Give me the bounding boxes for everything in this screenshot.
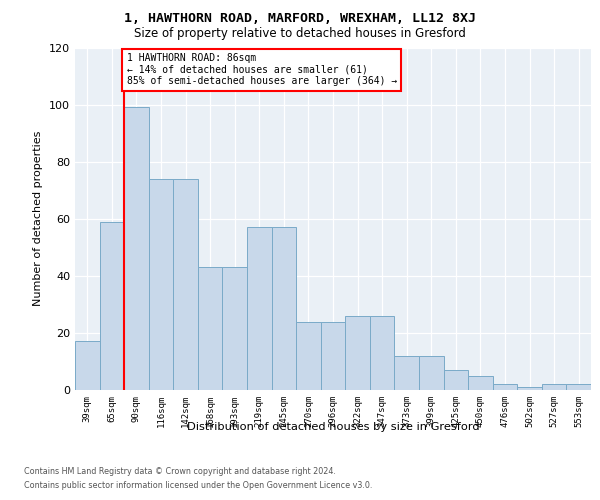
- Bar: [321, 322, 345, 390]
- Bar: [272, 228, 296, 390]
- Text: Contains HM Land Registry data © Crown copyright and database right 2024.: Contains HM Land Registry data © Crown c…: [24, 468, 336, 476]
- Text: Distribution of detached houses by size in Gresford: Distribution of detached houses by size …: [187, 422, 479, 432]
- Bar: [394, 356, 419, 390]
- Bar: [443, 370, 468, 390]
- Bar: [370, 316, 394, 390]
- Bar: [296, 322, 321, 390]
- Bar: [566, 384, 591, 390]
- Text: Contains public sector information licensed under the Open Government Licence v3: Contains public sector information licen…: [24, 481, 373, 490]
- Bar: [345, 316, 370, 390]
- Text: 1, HAWTHORN ROAD, MARFORD, WREXHAM, LL12 8XJ: 1, HAWTHORN ROAD, MARFORD, WREXHAM, LL12…: [124, 12, 476, 25]
- Bar: [517, 387, 542, 390]
- Y-axis label: Number of detached properties: Number of detached properties: [34, 131, 43, 306]
- Bar: [247, 228, 272, 390]
- Bar: [198, 268, 223, 390]
- Bar: [75, 342, 100, 390]
- Bar: [542, 384, 566, 390]
- Text: 1 HAWTHORN ROAD: 86sqm
← 14% of detached houses are smaller (61)
85% of semi-det: 1 HAWTHORN ROAD: 86sqm ← 14% of detached…: [127, 53, 397, 86]
- Bar: [149, 179, 173, 390]
- Bar: [223, 268, 247, 390]
- Bar: [419, 356, 443, 390]
- Bar: [100, 222, 124, 390]
- Text: Size of property relative to detached houses in Gresford: Size of property relative to detached ho…: [134, 28, 466, 40]
- Bar: [493, 384, 517, 390]
- Bar: [124, 108, 149, 390]
- Bar: [468, 376, 493, 390]
- Bar: [173, 179, 198, 390]
